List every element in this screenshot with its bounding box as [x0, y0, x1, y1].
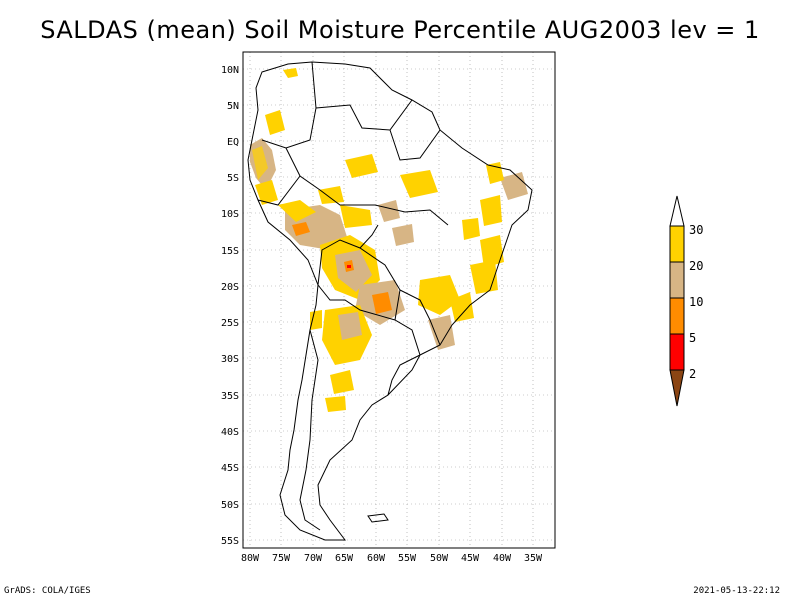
country-border [317, 284, 421, 356]
legend-swatch-2-5 [669, 333, 685, 371]
lon-tick-label: 50W [430, 553, 449, 564]
lon-axis: 80W 75W 70W 65W 60W 55W 50W 45W 40W 35W [241, 553, 543, 564]
patch-red [347, 265, 351, 268]
data-patches [250, 68, 528, 412]
country-border [399, 289, 441, 346]
patch-tan [338, 312, 362, 340]
footer-timestamp: 2021-05-13-22:12 [693, 586, 780, 596]
patch-tan [428, 315, 455, 350]
footer-credit: GrADS: COLA/IGES [4, 586, 91, 596]
patch-yellow [450, 292, 474, 322]
patch-yellow [418, 275, 460, 315]
legend-level-label: 10 [689, 295, 703, 309]
country-border [257, 175, 301, 206]
patch-yellow [462, 218, 480, 240]
country-border [299, 329, 321, 531]
patch-tan [500, 172, 528, 200]
lat-axis: 10N 5N EQ 5S 10S 15S 20S 25S 30S 35S 40S… [221, 65, 239, 547]
country-border [261, 61, 317, 149]
lat-tick-label: 50S [221, 500, 239, 511]
coastline-borders [247, 61, 533, 541]
lat-tick-label: 5S [227, 173, 239, 184]
lat-tick-label: 10S [221, 209, 239, 220]
lon-tick-label: 55W [398, 553, 417, 564]
patch-yellow [283, 68, 298, 78]
patch-orange [372, 292, 392, 314]
legend-level-label: 5 [689, 331, 696, 345]
patch-yellow [480, 195, 502, 226]
patch-tan [378, 200, 400, 222]
lat-tick-label: 45S [221, 463, 239, 474]
map-frame [242, 51, 556, 549]
patch-yellow [265, 110, 285, 135]
patch-yellow [278, 200, 316, 222]
legend-swatch-10-20 [669, 261, 685, 299]
patch-yellow [340, 205, 372, 228]
legend-top-triangle [669, 195, 685, 227]
legend-level-label: 20 [689, 259, 703, 273]
continent-outline [247, 61, 533, 541]
lon-tick-label: 75W [272, 553, 291, 564]
patch-tan [392, 224, 414, 246]
legend-bottom-triangle [669, 369, 685, 407]
falkland-islands [367, 513, 389, 523]
patch-yellow [400, 170, 438, 198]
lat-tick-label: 5N [227, 101, 239, 112]
chart-title: SALDAS (mean) Soil Moisture Percentile A… [40, 16, 760, 44]
lat-tick-label: 20S [221, 282, 239, 293]
legend-level-label: 2 [689, 367, 696, 381]
patch-yellow [470, 260, 498, 294]
patch-tan [335, 250, 372, 292]
country-border [389, 129, 441, 161]
patch-yellow [252, 146, 268, 180]
patch-yellow [325, 396, 346, 412]
patch-yellow [310, 310, 322, 330]
lon-tick-label: 70W [304, 553, 323, 564]
lat-tick-label: 55S [221, 536, 239, 547]
patch-yellow [345, 154, 378, 178]
country-border [359, 224, 379, 249]
lon-tick-label: 45W [461, 553, 480, 564]
lat-tick-label: 40S [221, 427, 239, 438]
legend-labels: 30 20 10 5 2 [689, 223, 703, 381]
lat-tick-label: 35S [221, 391, 239, 402]
lat-tick-label: 30S [221, 354, 239, 365]
lon-tick-label: 80W [241, 553, 260, 564]
country-border [285, 147, 449, 226]
patch-yellow [480, 235, 504, 268]
country-border [387, 354, 421, 396]
lon-tick-label: 35W [524, 553, 543, 564]
lat-tick-label: 10N [221, 65, 239, 76]
color-legend [669, 195, 685, 407]
patch-orange [292, 222, 310, 236]
legend-level-label: 30 [689, 223, 703, 237]
country-border [315, 99, 413, 131]
lon-tick-label: 65W [335, 553, 354, 564]
lon-tick-label: 40W [493, 553, 512, 564]
legend-swatch-5-10 [669, 297, 685, 335]
patch-yellow [318, 186, 344, 204]
lat-tick-label: 15S [221, 246, 239, 257]
lon-tick-label: 60W [367, 553, 386, 564]
legend-swatch-20-30 [669, 225, 685, 263]
lat-tick-label: EQ [227, 137, 239, 148]
patch-yellow [330, 370, 354, 394]
lat-tick-label: 25S [221, 318, 239, 329]
patch-yellow [255, 180, 278, 205]
